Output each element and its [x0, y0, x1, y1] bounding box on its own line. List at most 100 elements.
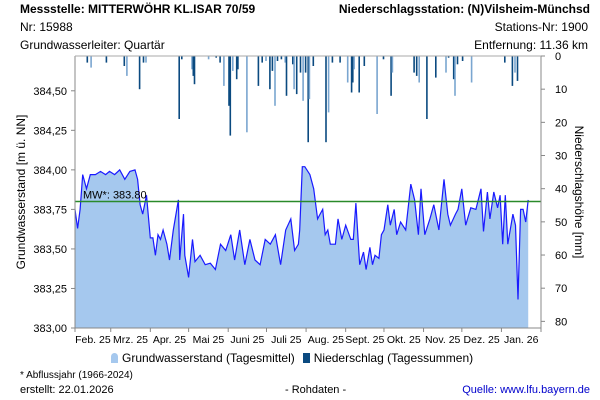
precip-bar: [280, 56, 283, 60]
x-tick-label: Juni 25: [230, 334, 264, 346]
precip-bar: [327, 56, 330, 113]
precip-bar: [145, 56, 147, 63]
precip-bar: [352, 56, 354, 83]
precip-bar: [307, 56, 309, 143]
x-tick-label: Dez. 25: [464, 334, 500, 346]
precip-bar: [339, 56, 341, 63]
precip-bar: [274, 56, 276, 106]
precip-bar: [346, 56, 349, 83]
precip-bar: [178, 56, 180, 119]
precip-bar: [413, 56, 415, 73]
precip-bar: [390, 56, 392, 96]
precip-bar: [269, 56, 271, 90]
aquifer: Grundwasserleiter: Quartär: [20, 38, 165, 52]
x-tick-label: Mai 25: [193, 334, 225, 346]
created-date: erstellt: 22.01.2026: [20, 384, 114, 396]
precip-bar: [516, 56, 519, 81]
x-tick-label: Okt. 25: [387, 334, 421, 346]
y-tick-label: 384,00: [33, 165, 67, 177]
x-tick-label: Nov. 25: [425, 334, 461, 346]
precip-bar: [504, 56, 506, 63]
y2-tick-label: 70: [555, 283, 567, 295]
precip-bar: [191, 56, 193, 70]
precip-bar: [237, 56, 239, 70]
x-tick-label: Juli 25: [271, 334, 302, 346]
precip-bar: [232, 56, 234, 71]
precip-bar: [363, 56, 366, 66]
precip-bar: [454, 56, 456, 96]
precip-station-number: Stations-Nr: 1900: [494, 20, 588, 34]
precip-bar: [207, 56, 210, 60]
x-tick-label: Sept. 25: [345, 334, 384, 346]
precip-distance: Entfernung: 11.36 km: [474, 38, 588, 52]
precip-bar: [382, 56, 385, 60]
x-tick-label: Mrz. 25: [113, 334, 148, 346]
precip-bar: [123, 56, 126, 66]
source-link[interactable]: Quelle: www.lfu.bayern.de: [462, 384, 590, 396]
precip-bar: [257, 56, 260, 86]
precip-bar: [126, 56, 128, 76]
station-title: Messstelle: MITTERWÖHR KL.ISAR 70/59: [20, 2, 256, 16]
precip-bar: [228, 56, 230, 106]
x-tick-label: Apr. 25: [153, 334, 186, 346]
y-tick-label: 383,25: [33, 283, 67, 295]
y2-tick-label: 50: [555, 217, 567, 229]
precip-bar: [302, 56, 304, 101]
y2-tick-label: 20: [555, 117, 567, 129]
precip-bar: [142, 56, 145, 63]
precip-bar: [358, 56, 360, 93]
y2-tick-label: 80: [555, 316, 567, 328]
precip-bar: [445, 56, 447, 73]
precip-bar: [105, 56, 108, 63]
y-axis-label: Grundwasserstand [m ü. NN]: [14, 115, 28, 270]
precip-bar: [193, 56, 196, 85]
precip-bar: [415, 56, 418, 76]
x-tick-label: Aug. 25: [308, 334, 344, 346]
precip-bar: [223, 56, 225, 86]
precip-bar: [265, 56, 267, 61]
precip-bar: [192, 56, 195, 76]
precip-bar: [276, 56, 279, 61]
precip-bar: [426, 56, 428, 119]
legend-precip-swatch: [302, 353, 310, 363]
precip-bar: [271, 56, 274, 71]
raw-data-note: - Rohdaten -: [285, 384, 347, 396]
precip-bar: [331, 56, 334, 63]
precip-bar: [511, 56, 514, 86]
precip-bar: [246, 56, 248, 133]
precip-bar: [138, 56, 141, 90]
precip-bar: [514, 56, 516, 73]
precip-bar: [215, 56, 217, 58]
y-tick-label: 384,50: [33, 86, 67, 98]
precip-bar: [293, 56, 295, 90]
precip-bar: [90, 56, 92, 68]
precip-bar: [295, 56, 298, 95]
precip-bar: [452, 56, 455, 80]
precip-bar: [456, 56, 459, 65]
precip-bar: [308, 56, 311, 100]
precip-bar: [350, 56, 353, 93]
precip-bar: [376, 56, 378, 114]
precip-bar: [181, 56, 183, 60]
legend-precip: Niederschlag (Tagessummen): [313, 351, 474, 365]
y2-tick-label: 0: [555, 51, 561, 63]
legend-groundwater: Grundwasserstand (Tagesmittel): [122, 351, 295, 365]
y2-axis-label: Niederschlagshöhe [mm]: [572, 126, 586, 259]
precip-bar: [304, 56, 307, 73]
mean-label: MW*: 383.80: [83, 189, 147, 201]
y-tick-label: 383,75: [33, 204, 67, 216]
precip-bar: [299, 56, 302, 73]
precip-bar: [312, 56, 315, 66]
precip-bar: [325, 56, 327, 143]
footnote: * Abflussjahr (1966-2024): [20, 370, 133, 381]
precip-bar: [353, 56, 355, 70]
precip-bar: [418, 56, 420, 83]
legend-groundwater-swatch: [111, 353, 118, 363]
precip-bar: [229, 56, 232, 136]
precip-bar: [261, 56, 263, 63]
precip-bar: [447, 56, 450, 58]
precip-bar: [292, 56, 294, 65]
precip-bar: [86, 56, 89, 63]
y-tick-label: 383,50: [33, 244, 67, 256]
